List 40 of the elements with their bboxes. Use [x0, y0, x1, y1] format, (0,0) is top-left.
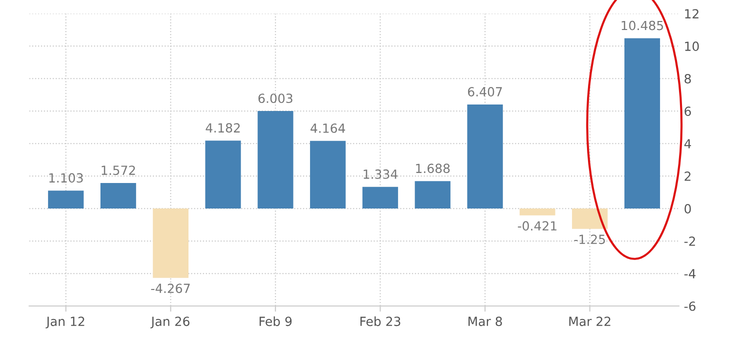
- y-tick-label: 10: [685, 42, 699, 52]
- y-tick-label: 0: [684, 204, 691, 214]
- data-label: 6.407: [468, 87, 502, 96]
- x-tick-label: Feb 23: [360, 316, 400, 326]
- data-label: 1.103: [49, 173, 83, 183]
- y-tick-label: 12: [685, 9, 698, 18]
- y-tick-label: -2: [684, 236, 695, 246]
- x-tick-label: Mar 8: [468, 316, 502, 326]
- bar: [152, 208, 188, 278]
- data-label: -0.421: [518, 221, 556, 231]
- bar: [414, 181, 450, 209]
- y-tick-label: -6: [684, 301, 696, 311]
- data-label: 4.164: [310, 123, 346, 133]
- data-label: 6.003: [258, 94, 292, 104]
- bar: [520, 208, 556, 216]
- bar: [467, 104, 503, 209]
- x-tick-label: Jan 12: [46, 316, 84, 328]
- bar: [310, 140, 346, 209]
- data-label: 4.182: [206, 123, 240, 133]
- x-tick-label: Mar 22: [569, 316, 610, 326]
- bar: [624, 38, 660, 209]
- bar: [258, 111, 294, 209]
- y-tick-label: 2: [684, 172, 690, 181]
- y-tick-label: 4: [684, 139, 692, 148]
- x-tick-label: Feb 9: [260, 316, 292, 326]
- bar: [100, 182, 136, 209]
- bar: [205, 140, 241, 209]
- bar: [48, 190, 84, 209]
- data-label: 10.485: [622, 20, 663, 30]
- bar: [362, 186, 398, 209]
- data-label: 1.334: [364, 169, 398, 179]
- bar: [572, 208, 608, 229]
- y-tick-label: -4: [684, 269, 696, 278]
- data-label: 1.688: [416, 164, 450, 174]
- data-label: 1.572: [102, 166, 135, 176]
- data-label: -4.267: [151, 284, 190, 294]
- x-tick-label: Jan 26: [150, 316, 190, 328]
- y-tick-label: 6: [684, 106, 691, 116]
- y-tick-label: 8: [684, 74, 691, 84]
- data-label: -1.25: [574, 234, 605, 244]
